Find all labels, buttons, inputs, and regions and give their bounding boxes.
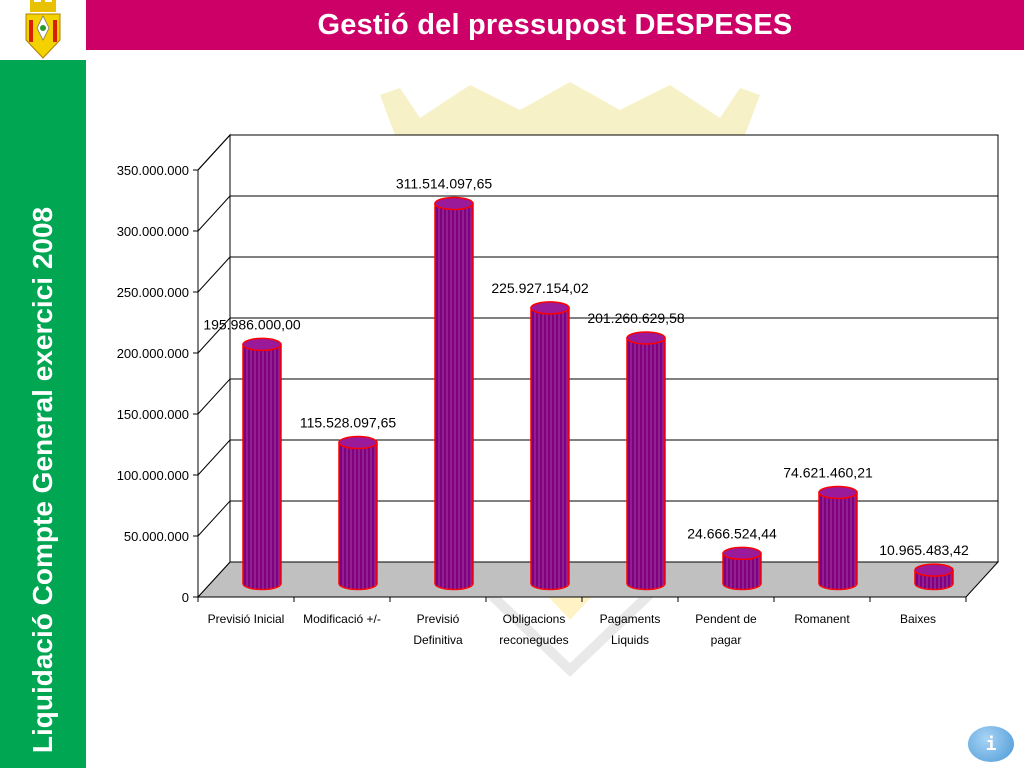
gridline-diagonal — [197, 195, 231, 232]
bar-top — [818, 485, 858, 500]
data-label: 115.528.097,65 — [300, 415, 396, 431]
gridline-diagonal — [197, 317, 231, 354]
info-icon: i — [985, 733, 997, 755]
info-button[interactable]: i — [968, 726, 1014, 762]
bar — [626, 331, 666, 591]
sidebar-band: Liquidació Compte General exercici 2008 — [0, 60, 86, 768]
bar-top — [626, 331, 666, 345]
bar — [818, 485, 858, 591]
data-label: 225.927.154,02 — [491, 280, 589, 296]
data-label: 201.260.629,58 — [587, 310, 685, 326]
y-tick-label: 0 — [182, 590, 189, 605]
x-category-label: Previsió Definitiva — [413, 612, 463, 647]
x-category-label: Pendent de pagar — [695, 612, 757, 647]
y-axis: 0 50.000.000 100.000.000 150.000.000 200.000… — [117, 163, 199, 605]
chart-floor — [196, 561, 1000, 598]
bar — [338, 435, 378, 591]
x-category-label: Obligacions reconegudes — [499, 612, 568, 647]
bar-top — [434, 196, 474, 211]
y-tick-label: 200.000.000 — [117, 346, 189, 361]
bar-top — [914, 563, 954, 577]
x-category-label: Pagaments Liquids — [600, 612, 661, 647]
y-tick-label: 50.000.000 — [124, 529, 189, 544]
bar-top — [338, 435, 378, 450]
x-axis: Previsió Inicial Modificació +/- Previsió D… — [197, 596, 967, 647]
y-tick-label: 150.000.000 — [117, 407, 189, 422]
data-label: 311.514.097,65 — [396, 175, 492, 191]
municipal-coat-of-arms-logo — [0, 0, 86, 60]
data-label: 24.666.524,44 — [687, 525, 777, 541]
data-label: 74.621.460,21 — [783, 464, 873, 480]
data-label: 195.986.000,00 — [203, 316, 301, 332]
gridline-diagonal — [197, 378, 231, 415]
bars — [242, 196, 954, 591]
data-label: 10.965.483,42 — [879, 542, 969, 558]
y-tick-label: 300.000.000 — [117, 224, 189, 239]
gridline-diagonal — [197, 439, 231, 476]
bar — [530, 301, 570, 591]
title-bar: Gestió del pressupost DESPESES — [86, 0, 1024, 50]
gridline-diagonal — [197, 256, 231, 293]
x-category-label: Romanent — [794, 612, 850, 626]
coat-of-arms-icon — [25, 0, 61, 59]
y-tick-label: 350.000.000 — [117, 163, 189, 178]
gridline-diagonal — [197, 134, 231, 171]
bar-top — [242, 337, 282, 352]
y-tick-label: 250.000.000 — [117, 285, 189, 300]
bar — [242, 337, 282, 591]
page-title: Gestió del pressupost DESPESES — [317, 8, 793, 41]
data-labels: 195.986.000,00 115.528.097,65 311.514.097,… — [203, 175, 969, 558]
gridlines — [197, 134, 998, 537]
y-tick-label: 100.000.000 — [117, 468, 189, 483]
bar-top — [722, 546, 762, 561]
side-wall — [197, 133, 231, 599]
bar — [914, 563, 954, 591]
x-category-label: Previsió Inicial — [208, 612, 285, 626]
x-category-label: Baixes — [900, 612, 936, 626]
plot-area — [196, 133, 1000, 599]
bar — [434, 196, 474, 591]
bar — [722, 546, 762, 591]
gridline-diagonal — [197, 500, 231, 537]
bar-top — [530, 301, 570, 315]
x-category-label: Modificació +/- — [303, 612, 381, 626]
